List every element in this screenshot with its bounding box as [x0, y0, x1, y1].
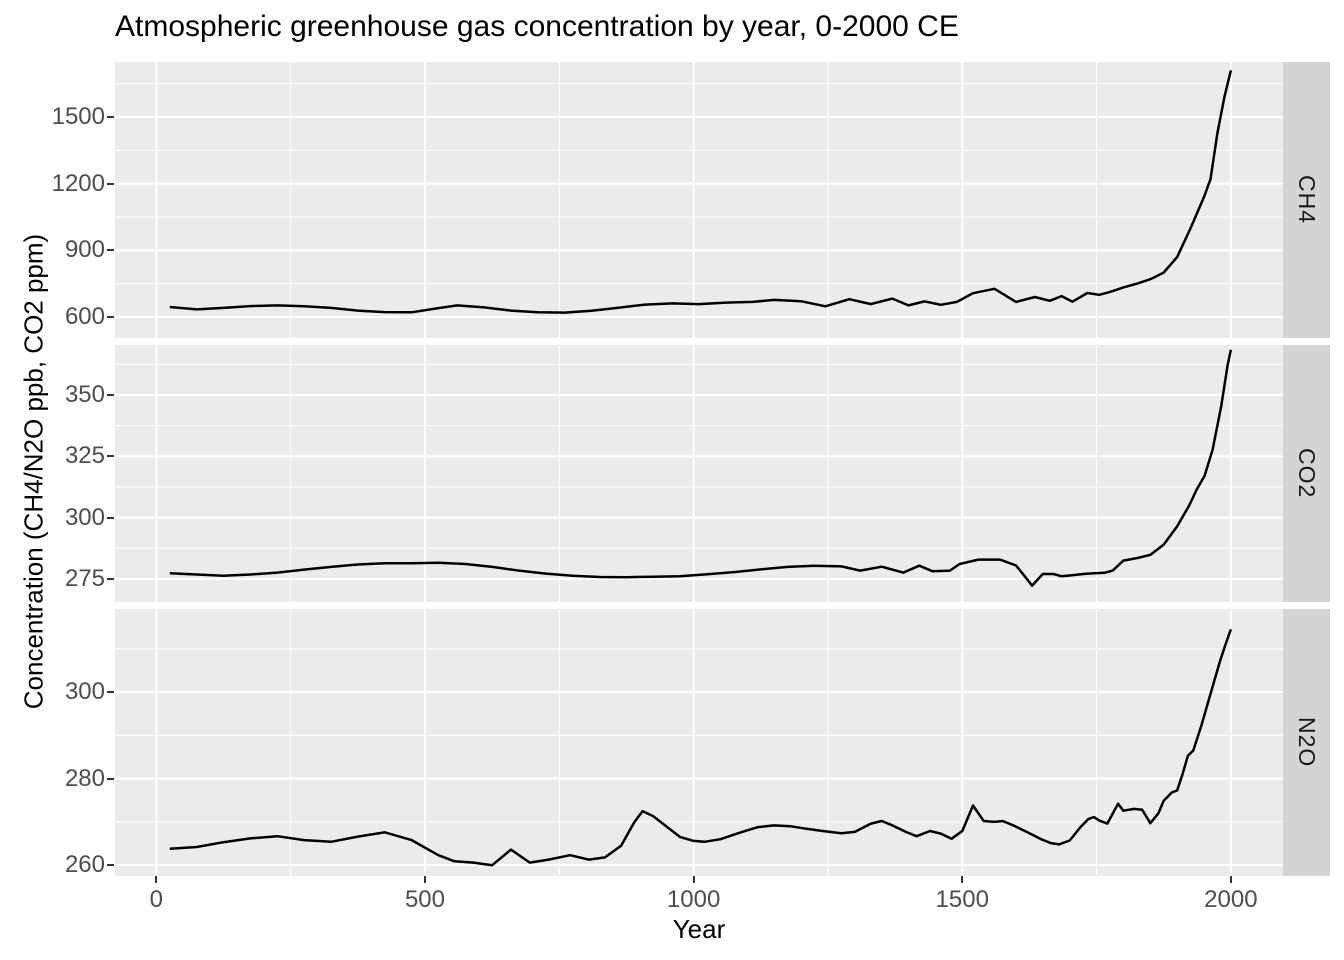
facet-strip-co2: CO2 — [1283, 345, 1330, 602]
y-tick-label: 350 — [64, 381, 105, 409]
y-tick-mark — [107, 182, 114, 185]
x-tick-label: 2000 — [1204, 886, 1258, 913]
series-line-n2o — [169, 628, 1233, 867]
plot-title: Atmospheric greenhouse gas concentration… — [115, 10, 959, 43]
y-tick-mark — [107, 316, 114, 318]
y-tick-label: 1500 — [51, 103, 105, 130]
x-tick-label: 500 — [404, 886, 445, 913]
facet-strip-n2o: N2O — [1283, 609, 1330, 876]
panel-canvas-co2 — [115, 345, 1283, 602]
series-line-co2 — [169, 349, 1233, 587]
facet-panel-n2o — [115, 609, 1283, 876]
series-line-ch4 — [169, 70, 1233, 314]
y-tick-label: 275 — [64, 564, 105, 592]
facet-strip-ch4: CH4 — [1283, 62, 1330, 338]
y-tick-mark — [107, 516, 114, 519]
y-tick-mark — [107, 116, 114, 118]
facet-strip-label: CH4 — [1294, 175, 1320, 225]
y-axis-title: Concentration (CH4/N2O ppb, CO2 ppm) — [18, 233, 49, 710]
y-tick-label: 1200 — [51, 169, 105, 197]
x-tick-mark — [423, 876, 426, 883]
x-tick-mark — [155, 876, 158, 883]
x-tick-label: 0 — [149, 886, 164, 913]
y-tick-label: 300 — [64, 503, 105, 531]
x-tick-mark — [1229, 876, 1232, 883]
y-tick-mark — [107, 691, 114, 694]
y-tick-label: 260 — [64, 851, 105, 879]
panel-canvas-n2o — [115, 609, 1283, 876]
y-tick-mark — [107, 577, 114, 580]
y-tick-label: 300 — [64, 678, 105, 706]
y-tick-mark — [107, 777, 114, 780]
facet-panel-ch4 — [115, 62, 1283, 338]
y-tick-label: 280 — [64, 764, 105, 792]
facet-panel-co2 — [115, 345, 1283, 602]
y-tick-mark — [107, 455, 114, 458]
facet-strip-label: N2O — [1294, 717, 1320, 768]
y-tick-mark — [107, 864, 114, 867]
x-axis-title: Year — [672, 914, 726, 944]
y-tick-label: 325 — [64, 442, 105, 470]
x-tick-mark — [692, 876, 695, 883]
panel-canvas-ch4 — [115, 62, 1283, 338]
x-tick-label: 1500 — [935, 886, 989, 913]
y-tick-label: 600 — [64, 303, 105, 330]
x-tick-mark — [961, 876, 964, 883]
y-tick-mark — [107, 394, 114, 397]
x-tick-label: 1000 — [666, 886, 721, 913]
y-tick-mark — [107, 249, 114, 252]
y-tick-label: 900 — [64, 236, 105, 264]
facet-strip-label: CO2 — [1294, 448, 1320, 499]
